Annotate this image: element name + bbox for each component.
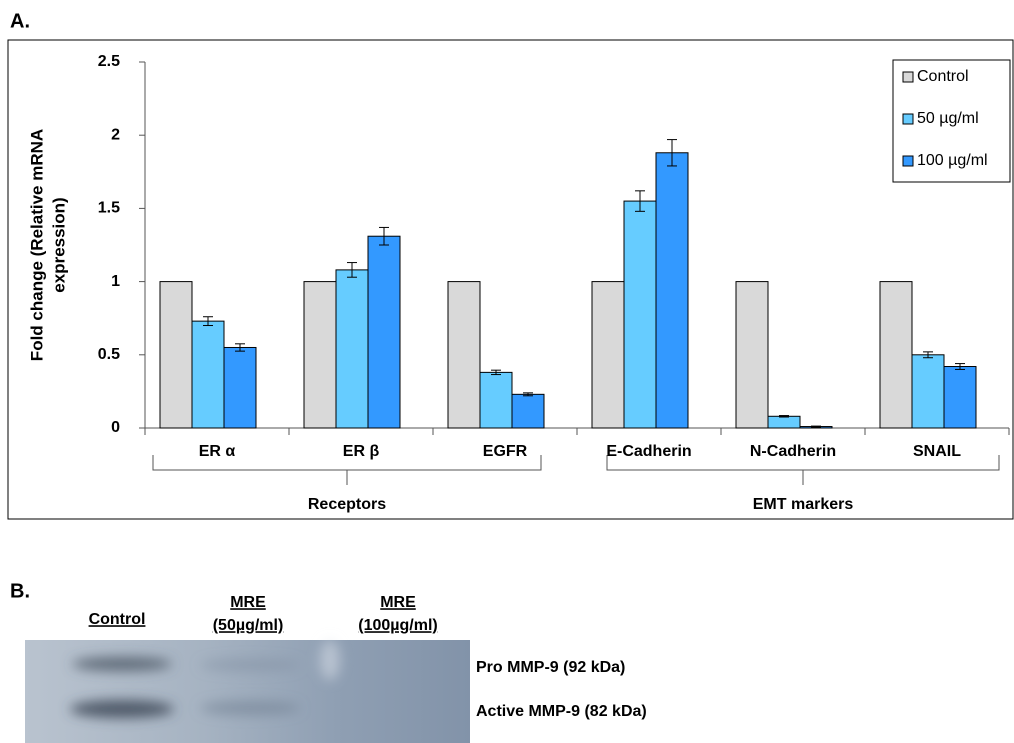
legend-swatch <box>903 72 913 82</box>
legend-label: Control <box>917 68 969 85</box>
y-tick-label: 0.5 <box>98 346 120 363</box>
bar <box>768 416 800 428</box>
bar <box>224 347 256 428</box>
x-tick-label: E-Cadherin <box>606 443 691 460</box>
group-label: Receptors <box>308 496 386 513</box>
panel-label: A. <box>10 10 30 32</box>
bar <box>368 236 400 428</box>
y-tick-label: 2 <box>111 126 120 143</box>
legend-label: 100 µg/ml <box>917 152 988 169</box>
x-tick-label: EGFR <box>483 443 528 460</box>
bar <box>944 367 976 428</box>
y-tick-label: 0 <box>111 419 120 436</box>
bar <box>736 282 768 428</box>
bar <box>480 372 512 428</box>
lane-label: Control <box>89 611 146 628</box>
bar <box>912 355 944 428</box>
x-tick-label: SNAIL <box>913 443 961 460</box>
legend-swatch <box>903 114 913 124</box>
bar <box>656 153 688 428</box>
x-tick-label: ER β <box>343 443 380 460</box>
y-axis-label: expression) <box>49 197 68 292</box>
lane-label: (50µg/ml) <box>213 617 284 634</box>
y-axis-label: Fold change (Relative mRNA <box>27 129 46 361</box>
page: {"panel_a_label": "A.", "chart_data": {"… <box>0 0 1014 743</box>
blot-image <box>25 640 470 743</box>
bar <box>192 321 224 428</box>
error-bar <box>811 426 821 427</box>
band-label: Pro MMP-9 (92 kDa) <box>476 659 625 676</box>
legend-swatch <box>903 156 913 166</box>
bar <box>336 270 368 428</box>
lane-label: MRE <box>230 594 266 611</box>
legend-label: 50 µg/ml <box>917 110 979 127</box>
band-label: Active MMP-9 (82 kDa) <box>476 703 647 720</box>
bar <box>448 282 480 428</box>
group-label: EMT markers <box>753 496 854 513</box>
bar <box>160 282 192 428</box>
panel-label: B. <box>10 580 30 602</box>
lane-label: (100µg/ml) <box>358 617 437 634</box>
y-tick-label: 1.5 <box>98 200 120 217</box>
figure: A. Fold change (Relative mRNAexpression)… <box>0 0 1014 743</box>
x-tick-label: N-Cadherin <box>750 443 836 460</box>
legend: Control 50 µg/ml 100 µg/ml <box>893 60 1010 182</box>
bar <box>592 282 624 428</box>
bar <box>880 282 912 428</box>
x-tick-label: ER α <box>199 443 236 460</box>
bar <box>624 201 656 428</box>
y-tick-label: 2.5 <box>98 53 120 70</box>
western-blot: B. Control MRE (50µg/ml) MRE (100µg/ml) Pro M… <box>10 580 647 743</box>
lane-label: MRE <box>380 594 416 611</box>
y-tick-label: 1 <box>111 273 120 290</box>
bar <box>304 282 336 428</box>
bar <box>512 394 544 428</box>
